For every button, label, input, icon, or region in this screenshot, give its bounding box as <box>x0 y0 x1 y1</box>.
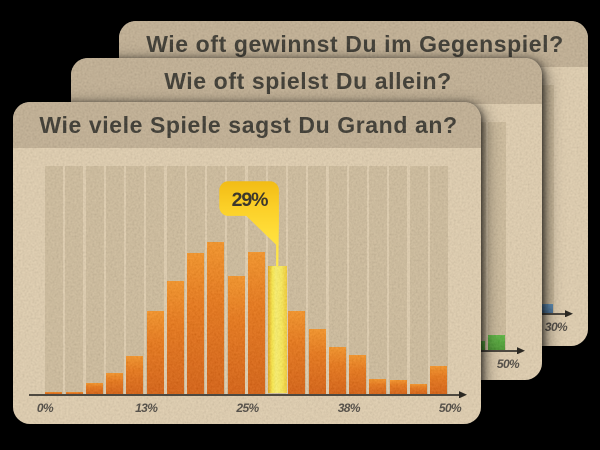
svg-text:29%: 29% <box>232 189 268 211</box>
